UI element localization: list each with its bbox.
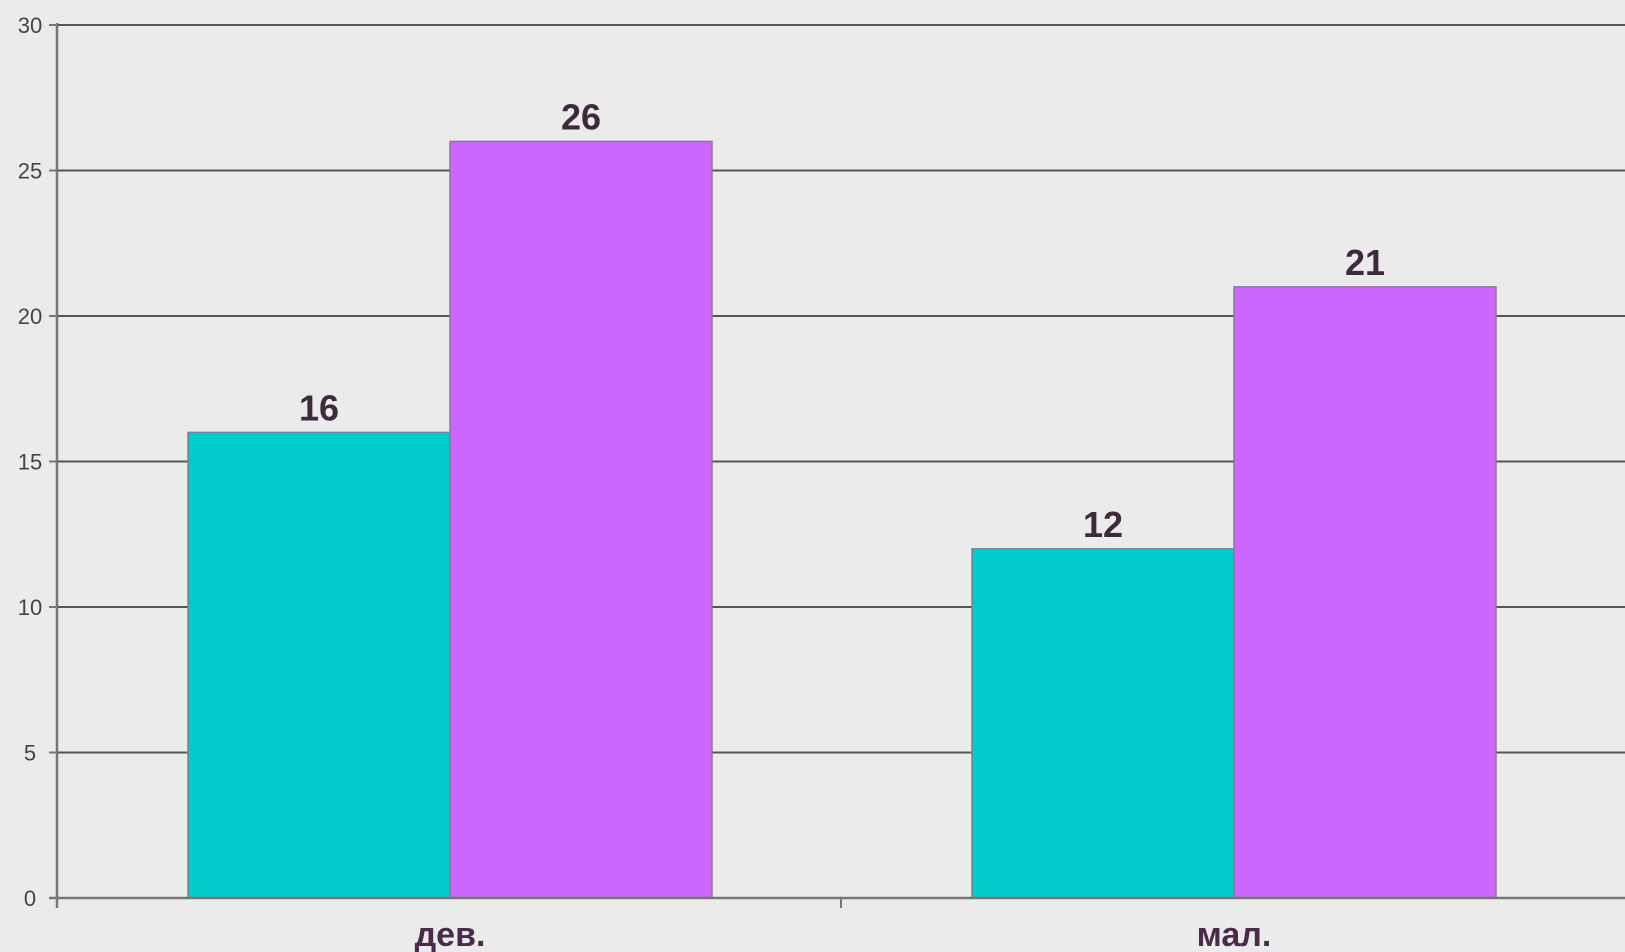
- x-axis-category-labels: дев. мал.: [415, 916, 1272, 952]
- y-axis-ticks: 0 5 10 15 20 25 30: [18, 13, 57, 911]
- bar: [1233, 286, 1497, 899]
- bar: [449, 140, 713, 899]
- y-tick-label: 20: [18, 304, 42, 329]
- x-category-label: мал.: [1197, 916, 1272, 952]
- bar: [971, 548, 1235, 899]
- data-labels: 16 26 12 21: [299, 96, 1385, 544]
- data-label: 21: [1345, 242, 1385, 283]
- data-label: 26: [561, 96, 601, 137]
- data-label: 16: [299, 387, 339, 428]
- y-tick-label: 5: [24, 741, 36, 766]
- bar: [187, 431, 451, 899]
- y-tick-label: 15: [18, 450, 42, 475]
- x-category-label: дев.: [415, 916, 486, 952]
- data-label: 12: [1083, 504, 1123, 545]
- y-tick-label: 30: [18, 13, 42, 38]
- y-tick-label: 0: [24, 886, 36, 911]
- bars: [187, 140, 1497, 899]
- y-tick-label: 25: [18, 159, 42, 184]
- axes: [49, 23, 1625, 908]
- y-tick-label: 10: [18, 595, 42, 620]
